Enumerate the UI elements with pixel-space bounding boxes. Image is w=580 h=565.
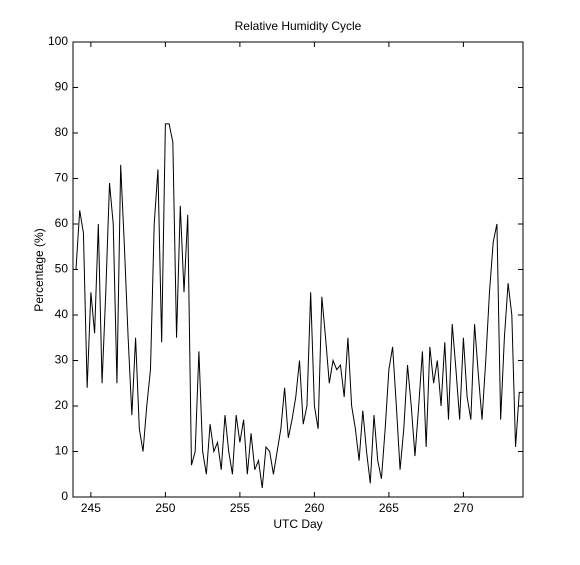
x-tick-label: 255 [230, 501, 250, 515]
y-tick-label: 50 [55, 262, 69, 276]
x-tick-label: 250 [155, 501, 175, 515]
x-axis-label: UTC Day [273, 517, 322, 531]
y-tick-label: 90 [55, 80, 69, 94]
line-series [75, 123, 523, 488]
x-tick-label: 260 [304, 501, 324, 515]
y-axis-label: Percentage (%) [32, 228, 46, 311]
y-tick-label: 60 [55, 216, 69, 230]
x-tick-label: 265 [379, 501, 399, 515]
x-tick-label: 270 [453, 501, 473, 515]
y-tick-label: 40 [55, 307, 69, 321]
y-tick-label: 10 [55, 444, 69, 458]
y-tick-label: 30 [55, 353, 69, 367]
x-tick-label: 245 [81, 501, 101, 515]
y-tick-label: 100 [48, 34, 68, 48]
y-tick-label: 80 [55, 125, 69, 139]
chart-title: Relative Humidity Cycle [235, 19, 362, 33]
y-tick-label: 20 [55, 398, 69, 412]
y-tick-label: 70 [55, 171, 69, 185]
plot-area [72, 41, 524, 498]
y-tick-label: 0 [61, 489, 68, 503]
